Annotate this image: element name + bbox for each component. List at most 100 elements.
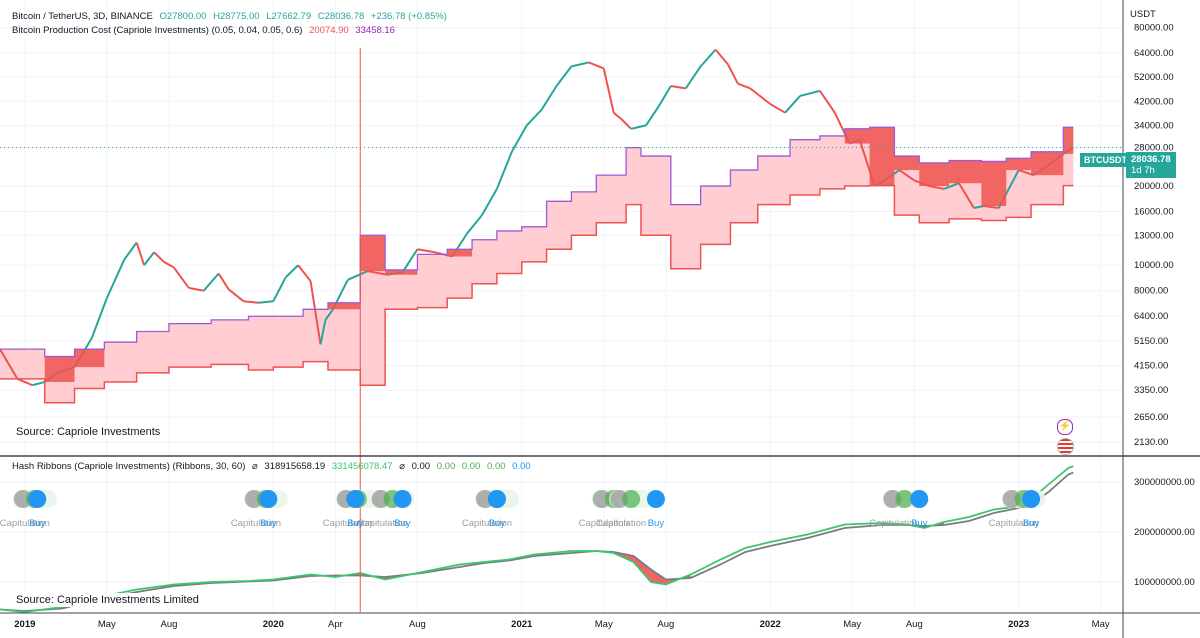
ribbon-header: Hash Ribbons (Capriole Investments) (Rib… (12, 461, 535, 472)
capitulation-label: Capitulation (231, 518, 281, 529)
price-segment (929, 185, 945, 190)
bar-countdown: 1d 7h (1131, 165, 1155, 176)
time-tick-label: 2022 (760, 619, 781, 630)
time-tick-label: 2019 (14, 619, 35, 630)
price-segment (32, 381, 45, 387)
price-segment (135, 242, 146, 266)
price-tick-label: 34000.00 (1134, 120, 1174, 131)
price-segment (983, 204, 999, 210)
price-segment (401, 248, 419, 273)
price-below-cost-zone (447, 249, 473, 257)
price-segment (645, 106, 660, 126)
price-segment (540, 85, 558, 111)
price-segment (309, 280, 322, 345)
price-tick-label: 10000.00 (1134, 260, 1174, 271)
buy-label: Buy (394, 518, 411, 529)
ribbon-source: Source: Capriole Investments Limited (12, 593, 203, 607)
buy-label: Buy (911, 518, 928, 529)
price-segment (943, 182, 960, 190)
currency-label: USDT (1130, 9, 1156, 20)
ribbon-v3: 0.00 (411, 461, 431, 472)
ribbon-v6: 0.00 (487, 461, 506, 472)
ribbon-slow-value: 318915658.19 (264, 461, 326, 472)
ohlc-high: H28775.00 (213, 11, 260, 22)
capitulation-label: Capitulation (0, 518, 50, 529)
time-tick-label: 2020 (263, 619, 284, 630)
price-segment (285, 264, 299, 278)
price-segment (367, 270, 388, 276)
price-segment (227, 288, 245, 302)
price-segment (173, 266, 190, 289)
price-segment (958, 182, 975, 209)
price-tick-label: 20000.00 (1134, 181, 1174, 192)
ohlc-open: O27800.00 (159, 11, 207, 22)
price-below-cost-zone (1063, 127, 1074, 154)
price-below-cost-zone (1031, 151, 1064, 176)
lightning-icon[interactable]: ⚡ (1057, 419, 1073, 435)
production-cost-lower-line (0, 184, 1074, 404)
price-below-cost-zone (44, 356, 75, 382)
capitulation-dot (895, 490, 914, 508)
buy-signal-dot (393, 490, 412, 508)
ohlc-change: +236.78 (+0.85%) (370, 11, 447, 22)
time-tick-label: May (1092, 619, 1110, 630)
price-segment (105, 259, 126, 299)
price-tick-label: 3350.00 (1134, 385, 1168, 396)
price-segment (973, 204, 985, 209)
price-segment (510, 124, 528, 153)
price-segment (602, 68, 615, 113)
time-tick-label: 2021 (511, 619, 533, 630)
ribbon-v7: 0.00 (512, 461, 531, 472)
us-flag-icon[interactable] (1057, 438, 1074, 455)
price-segment (571, 61, 590, 68)
price-source: Source: Capriole Investments (12, 425, 165, 439)
capitulation-dot (622, 490, 641, 508)
price-segment (727, 63, 739, 85)
ribbon-fast-line (0, 465, 1074, 613)
price-below-cost-zone (869, 127, 895, 187)
price-segment (819, 90, 836, 114)
ribbon-capitulation-fill (650, 569, 666, 585)
capitulation-label: Capitulation (323, 518, 373, 529)
ribbon-tick-label: 200000000.00 (1134, 527, 1195, 538)
price-segment (90, 297, 108, 339)
price-tick-label: 64000.00 (1134, 48, 1174, 59)
price-tick-label: 16000.00 (1134, 207, 1174, 218)
price-tick-label: 4150.00 (1134, 361, 1168, 372)
capitulation-label: Capitulation (989, 518, 1039, 529)
last-price-tag: 28036.78 1d 7h (1126, 152, 1176, 178)
price-segment (620, 118, 632, 130)
indicator-header: Bitcoin Production Cost (Capriole Invest… (12, 25, 399, 36)
price-segment (272, 276, 287, 302)
price-segment (143, 251, 155, 266)
price-below-cost-zone (385, 269, 418, 275)
buy-label: Buy (260, 518, 277, 529)
price-tick-label: 13000.00 (1134, 230, 1174, 241)
indicator-upper-value: 33458.16 (355, 25, 395, 36)
price-below-cost-zone (360, 235, 386, 272)
price-below-cost-zone (1006, 158, 1032, 171)
price-segment (297, 264, 312, 282)
ribbon-title: Hash Ribbons (Capriole Investments) (Rib… (12, 461, 246, 472)
time-tick-label: May (595, 619, 613, 630)
ribbon-tick-label: 100000000.00 (1134, 577, 1195, 588)
buy-signal-dot (487, 490, 506, 508)
price-segment (319, 319, 327, 345)
price-segment (555, 65, 573, 87)
price-segment (898, 169, 915, 182)
price-below-cost-zone (981, 161, 1007, 206)
capitulation-label: Capitulation (462, 518, 512, 529)
price-tick-label: 5150.00 (1134, 336, 1168, 347)
capitulation-label: Capitulation (596, 518, 646, 529)
time-tick-label: Apr (328, 619, 343, 630)
price-below-cost-zone (74, 349, 105, 368)
ribbon-zero-symbol: ⌀ (399, 461, 405, 472)
price-segment (324, 308, 334, 321)
last-price-value: 28036.78 (1131, 154, 1171, 165)
buy-signal-dot (646, 490, 665, 508)
price-segment (630, 124, 647, 130)
price-segment (495, 151, 513, 190)
price-tick-label: 42000.00 (1134, 96, 1174, 107)
buy-signal-dot (910, 490, 929, 508)
price-segment (737, 82, 751, 90)
